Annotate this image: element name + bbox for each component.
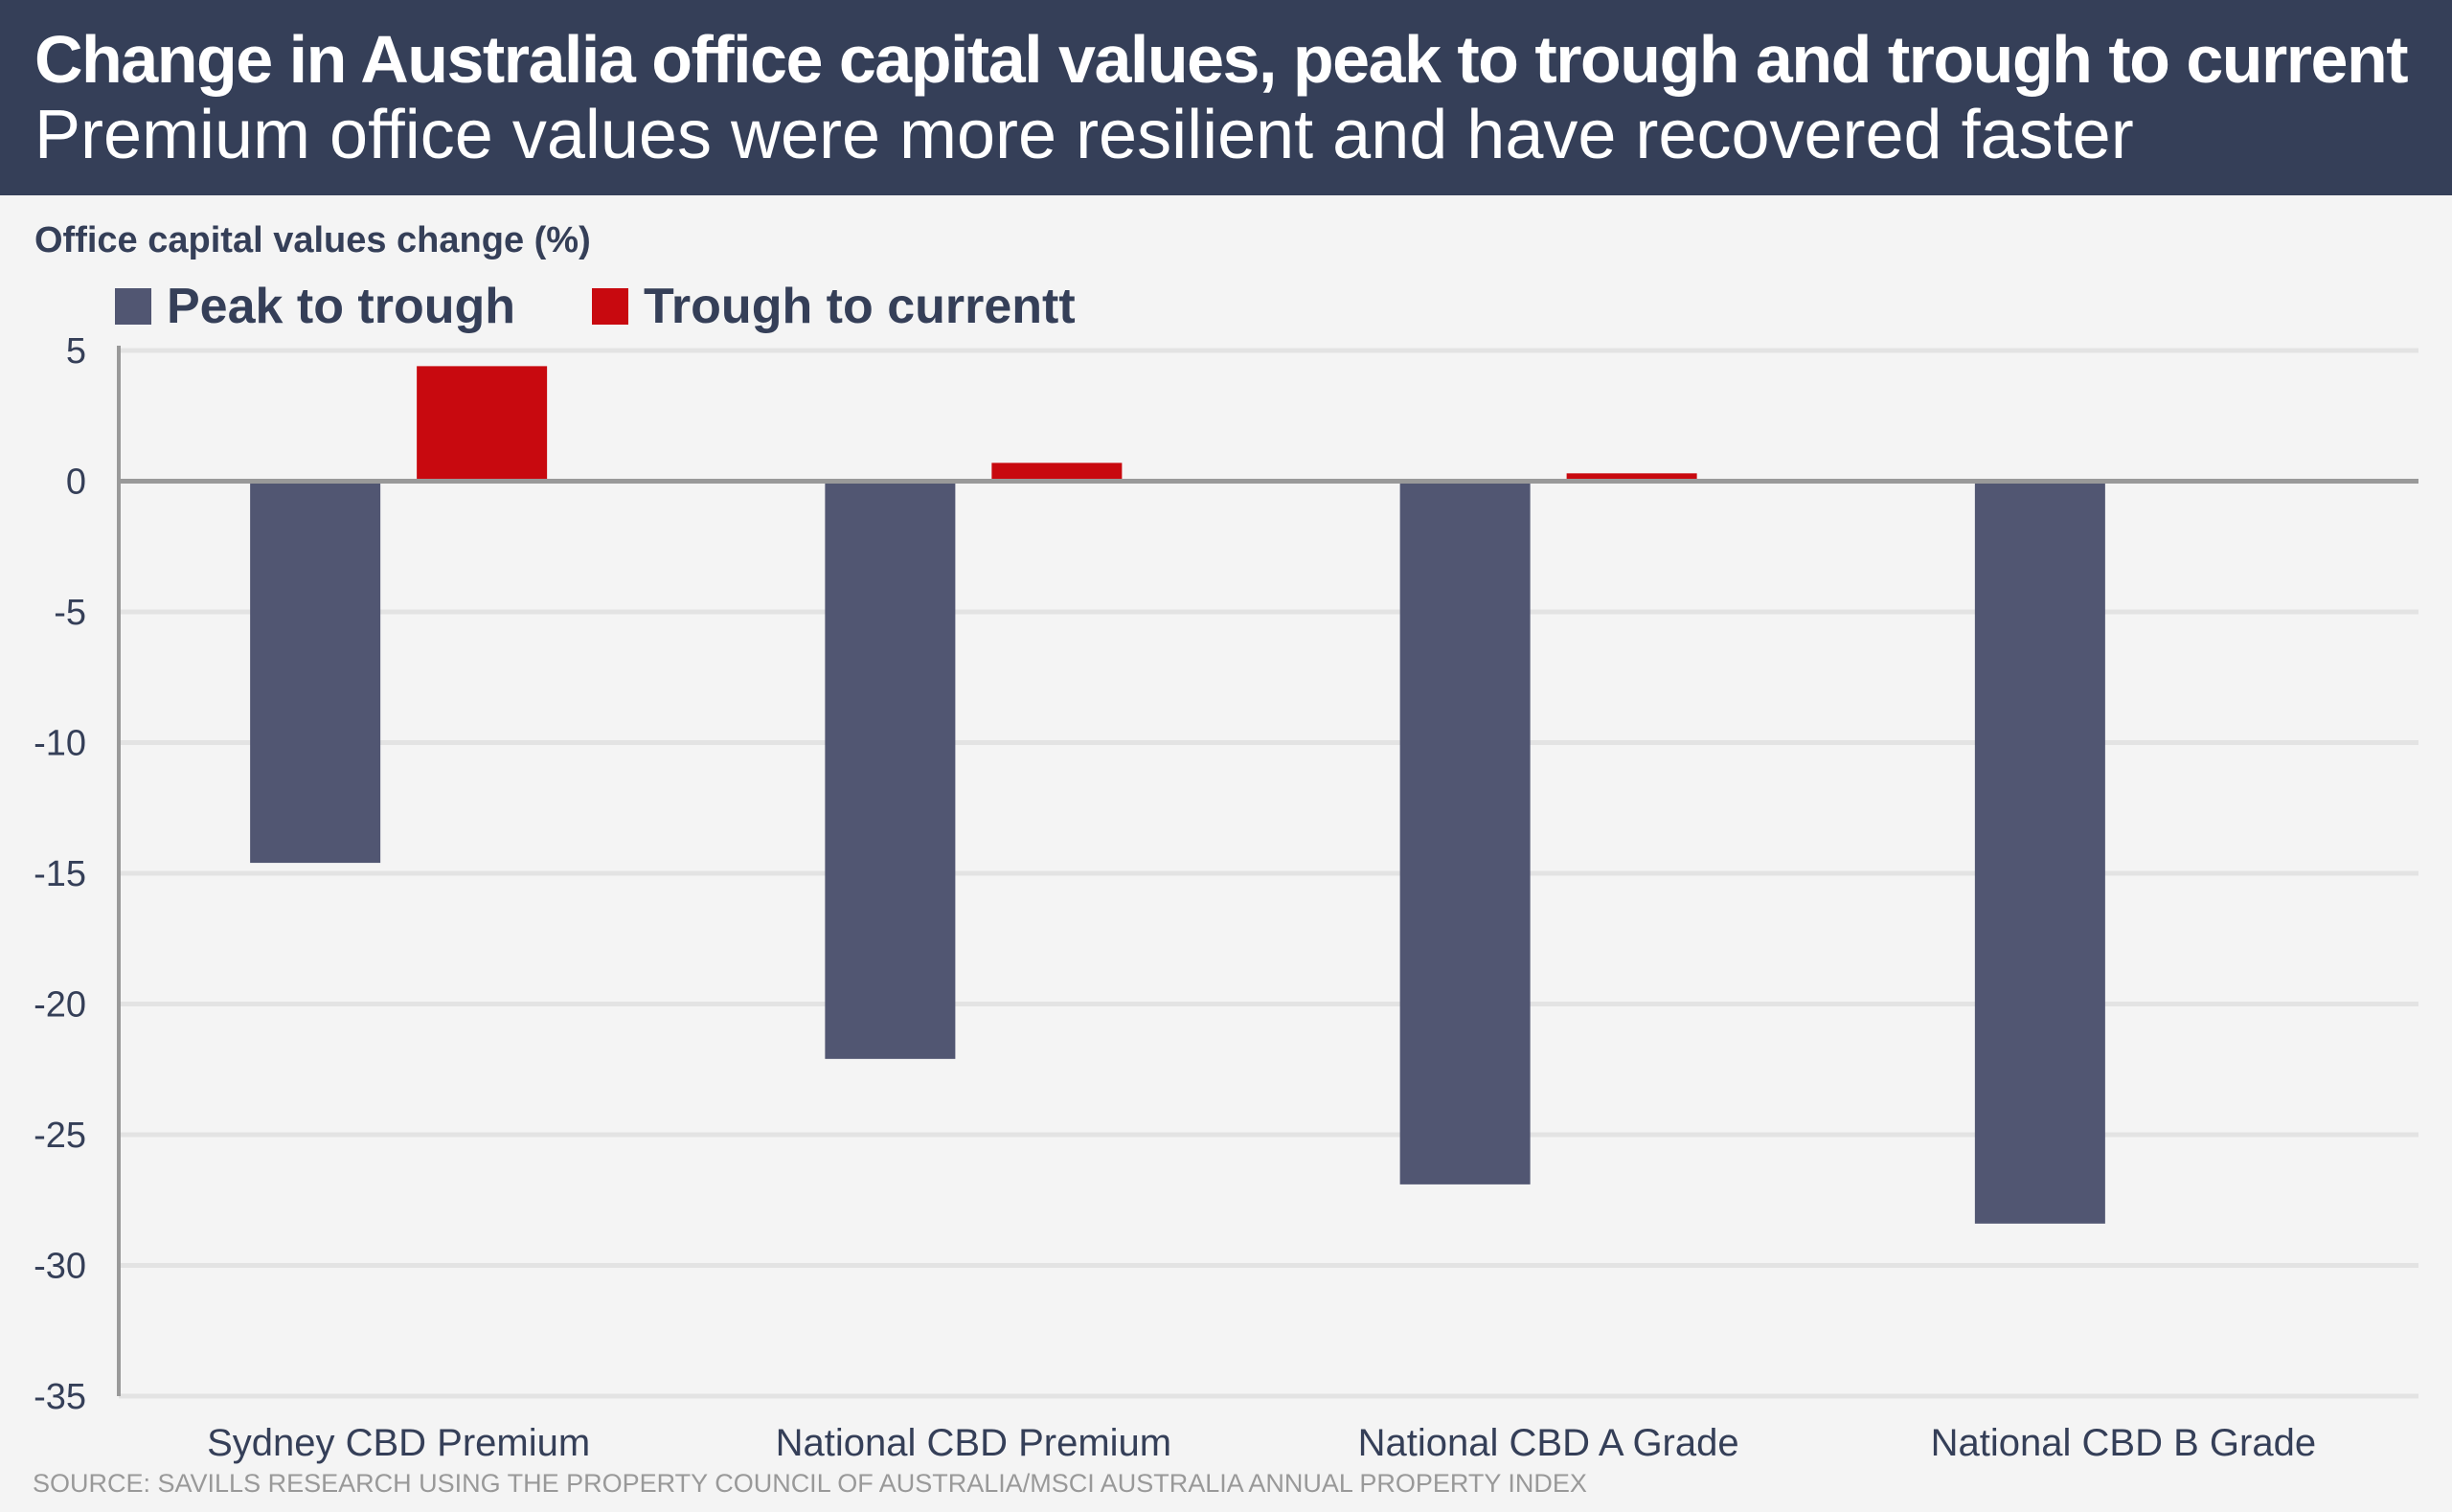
y-tick-label: -5 — [54, 593, 86, 633]
x-tick-label: National CBD B Grade — [1931, 1422, 2316, 1464]
legend-item-trough-to-current: Trough to currentt — [592, 278, 1076, 335]
y-tick-label: -25 — [34, 1116, 86, 1156]
x-tick-label: National CBD A Grade — [1358, 1422, 1739, 1464]
bar-trough-to-current — [991, 463, 1123, 482]
y-tick-label: 5 — [66, 331, 86, 372]
bar-peak-to-trough — [250, 481, 381, 864]
legend-item-peak-to-trough: Peak to trough — [115, 278, 515, 335]
y-tick-label: 0 — [66, 463, 86, 503]
source-note: SOURCE: SAVILLS RESEARCH USING THE PROPE… — [33, 1469, 1587, 1498]
y-tick-label: -35 — [34, 1377, 86, 1417]
x-tick-label: National CBD Premium — [776, 1422, 1171, 1464]
chart-subtitle: Premium office values were more resilien… — [34, 97, 2134, 173]
chart-title: Change in Australia office capital value… — [34, 22, 2409, 97]
bar-peak-to-trough — [825, 481, 956, 1059]
y-tick-label: -20 — [34, 985, 86, 1026]
bar-trough-to-current — [417, 366, 548, 482]
legend: Peak to trough Trough to currentt — [115, 278, 1076, 335]
legend-swatch — [115, 288, 151, 325]
legend-label: Peak to trough — [167, 279, 516, 334]
bar-peak-to-trough — [1399, 481, 1531, 1185]
header: Change in Australia office capital value… — [0, 0, 2452, 195]
y-axis-label: Office capital values change (%) — [34, 220, 591, 260]
bar-trough-to-current — [1566, 473, 1697, 482]
y-tick-label: -10 — [34, 724, 86, 764]
x-tick-label: Sydney CBD Premium — [207, 1422, 590, 1464]
bar-peak-to-trough — [1974, 481, 2105, 1224]
legend-label: Trough to currentt — [644, 279, 1076, 334]
legend-swatch — [592, 288, 629, 325]
y-tick-label: -30 — [34, 1247, 86, 1287]
y-tick-label: -15 — [34, 854, 86, 894]
